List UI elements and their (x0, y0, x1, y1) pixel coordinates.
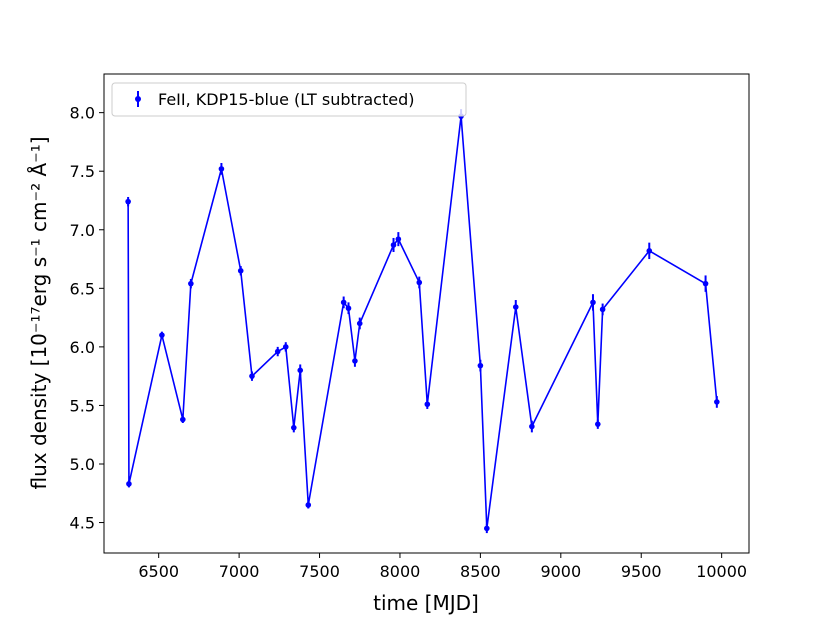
y-tick-label: 8.0 (70, 104, 95, 123)
data-point (345, 305, 352, 312)
x-tick-label: 9500 (621, 562, 662, 581)
x-tick-label: 7500 (299, 562, 340, 581)
data-point (356, 320, 363, 327)
data-point (237, 267, 244, 274)
data-point (599, 306, 606, 313)
data-point (297, 367, 304, 374)
data-point (416, 279, 423, 286)
data-point (340, 299, 347, 306)
y-axis-label: flux density [10⁻¹⁷erg s⁻¹ cm⁻² Å⁻¹] (27, 136, 51, 489)
data-point (477, 362, 484, 369)
x-tick-label: 6500 (138, 562, 179, 581)
data-point (702, 280, 709, 287)
y-tick-label: 4.5 (70, 514, 95, 533)
plot-frame (103, 73, 750, 554)
data-point (188, 280, 194, 287)
y-tick-label: 7.0 (70, 221, 95, 240)
x-tick-label: 7000 (219, 562, 260, 581)
data-point (512, 304, 519, 310)
data-point (529, 423, 535, 430)
data-point (390, 242, 397, 248)
data-point (352, 358, 358, 364)
data-point (249, 373, 255, 379)
data-point (218, 166, 225, 172)
y-tick-label: 7.5 (70, 162, 95, 181)
y-tick-label: 5.0 (70, 455, 95, 474)
y-tick-label: 5.5 (70, 396, 95, 415)
data-point (590, 299, 596, 306)
x-tick-label: 9000 (540, 562, 581, 581)
data-point (159, 332, 165, 338)
data-point (305, 502, 312, 508)
data-point (291, 424, 297, 431)
series-layer (125, 109, 720, 534)
ticks-layer: 6500 7000 7500 8000 8500 9000 9500 10000 4.5 5.0 5… (70, 104, 748, 581)
data-point (125, 198, 131, 205)
data-point (180, 416, 186, 423)
x-tick-label: 8000 (380, 562, 421, 581)
legend-label: FeII, KDP15-blue (LT subtracted) (158, 90, 414, 109)
data-point (126, 481, 132, 487)
plot-area-background (104, 74, 749, 553)
x-axis-label: time [MJD] (373, 591, 479, 615)
legend-box (111, 82, 467, 117)
x-tick-label: 10000 (696, 562, 747, 581)
data-point (646, 248, 653, 254)
series-line (127, 115, 718, 530)
data-point (714, 399, 720, 405)
data-point (424, 401, 431, 408)
data-point (395, 236, 402, 242)
data-point (595, 421, 601, 427)
data-point (282, 344, 289, 350)
y-tick-label: 6.0 (70, 338, 95, 357)
legend: FeII, KDP15-blue (LT subtracted) (111, 82, 467, 117)
data-point (274, 348, 281, 355)
x-tick-label: 8500 (460, 562, 501, 581)
legend-marker (135, 91, 141, 107)
y-tick-label: 6.5 (70, 279, 95, 298)
data-point (484, 525, 490, 532)
